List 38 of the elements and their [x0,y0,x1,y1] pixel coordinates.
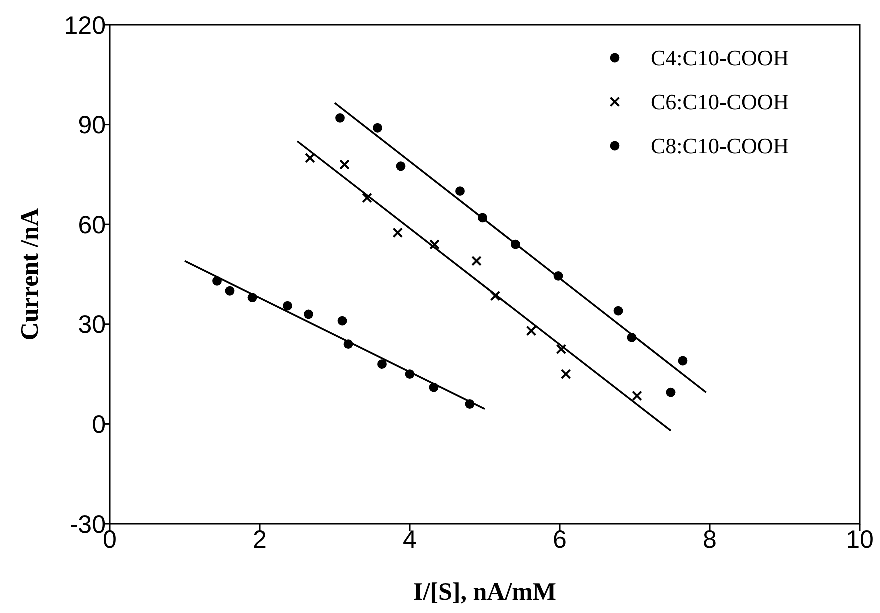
point [614,306,624,316]
point [378,360,387,370]
y-axis-title: Current /nA [17,208,44,341]
point [560,369,572,380]
legend-label: C4:C10-COOH [651,46,790,71]
point [556,344,567,355]
point [632,390,642,402]
point [490,290,501,302]
x-tick-label: 2 [253,526,267,554]
point [456,186,465,196]
y-tick-label: 30 [78,311,106,340]
point [305,152,316,164]
y-tick-label: 120 [64,12,106,40]
point [430,239,440,250]
point [336,113,345,123]
point [678,356,688,366]
point [666,388,676,398]
point [526,326,537,336]
y-tick-label: 0 [92,410,106,439]
x-axis-title: I/[S], nA/mM [413,579,557,606]
legend-label: C6:C10-COOH [651,90,790,115]
point [340,160,350,170]
x-tick-label: 10 [846,526,874,554]
point [472,256,482,266]
legend-label: C8:C10-COOH [651,134,790,159]
x-tick-label: 8 [703,526,717,554]
x-tick-label: 4 [403,526,418,554]
point [373,123,382,133]
y-tick-label: 60 [78,211,106,240]
point [225,286,235,296]
point [362,192,372,204]
point [338,316,348,326]
x-tick-label: 6 [553,526,567,554]
point [283,301,292,311]
y-tick-label: 90 [78,112,106,140]
point [392,228,404,238]
point [304,310,314,320]
point [396,162,406,172]
